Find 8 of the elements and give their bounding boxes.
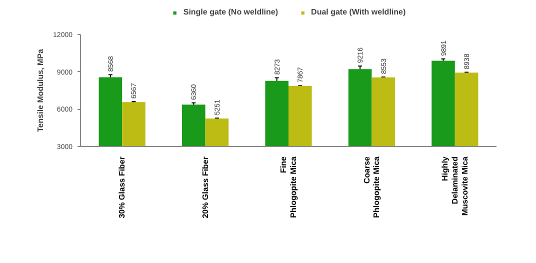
legend-label: Single gate (No weldline): [183, 8, 278, 16]
x-tick-label: 20% Glass Fiber: [200, 156, 210, 218]
y-axis-title: Tensile Modulus, MPa: [36, 48, 46, 132]
x-tick-label: Coarse Phlogopite Mica: [362, 156, 382, 218]
x-tick-label: Highly Delaminated Muscovite Mica: [440, 156, 470, 216]
x-tick-label: Fine Phlogopite Mica: [279, 156, 298, 218]
legend-label: Dual gate (With weldline): [311, 8, 406, 16]
x-tick-label: 30% Glass Fiber: [118, 156, 127, 218]
